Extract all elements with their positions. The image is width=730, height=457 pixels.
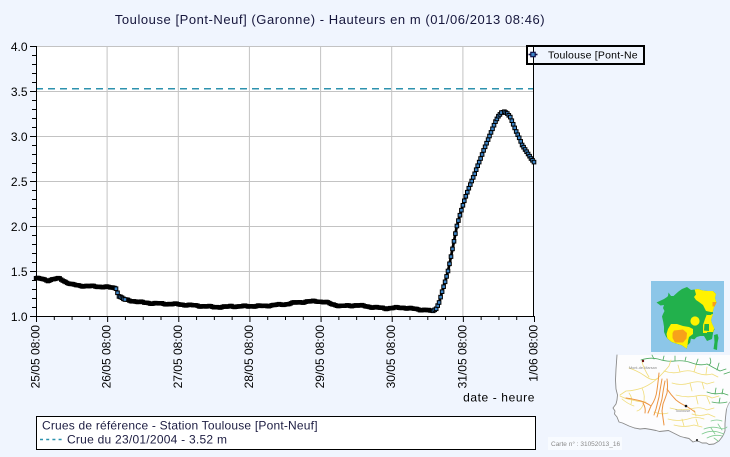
svg-text:date - heure: date - heure [463,391,535,405]
svg-text:1.5: 1.5 [11,265,28,279]
svg-text:Mont-de-Marsan: Mont-de-Marsan [629,366,657,370]
svg-text:30/05 08:00: 30/05 08:00 [384,325,398,389]
svg-text:Crue du 23/01/2004 - 3.52 m: Crue du 23/01/2004 - 3.52 m [67,433,227,447]
svg-text:26/05 08:00: 26/05 08:00 [100,325,114,389]
svg-text:2.0: 2.0 [11,220,28,234]
svg-text:Carte n° : 31052013_16: Carte n° : 31052013_16 [551,440,620,448]
svg-text:3.5: 3.5 [11,85,28,99]
svg-text:Toulouse: Toulouse [675,409,690,413]
svg-text:31/05 08:00: 31/05 08:00 [455,325,469,389]
svg-text:Toulouse [Pont-Neuf] (Garonne): Toulouse [Pont-Neuf] (Garonne) - Hauteur… [115,12,545,27]
svg-text:2.5: 2.5 [11,175,28,189]
svg-text:28/05 08:00: 28/05 08:00 [242,325,256,389]
svg-text:3.0: 3.0 [11,130,28,144]
svg-text:25/05 08:00: 25/05 08:00 [29,325,43,389]
svg-text:Crues de référence - Station T: Crues de référence - Station Toulouse [P… [42,419,318,433]
svg-text:Toulouse [Pont-Ne: Toulouse [Pont-Ne [548,50,638,62]
svg-text:4.0: 4.0 [11,40,28,54]
svg-text:1/06 08:00: 1/06 08:00 [527,325,541,382]
svg-text:27/05 08:00: 27/05 08:00 [171,325,185,389]
svg-text:1.0: 1.0 [11,310,28,324]
svg-text:29/05 08:00: 29/05 08:00 [313,325,327,389]
